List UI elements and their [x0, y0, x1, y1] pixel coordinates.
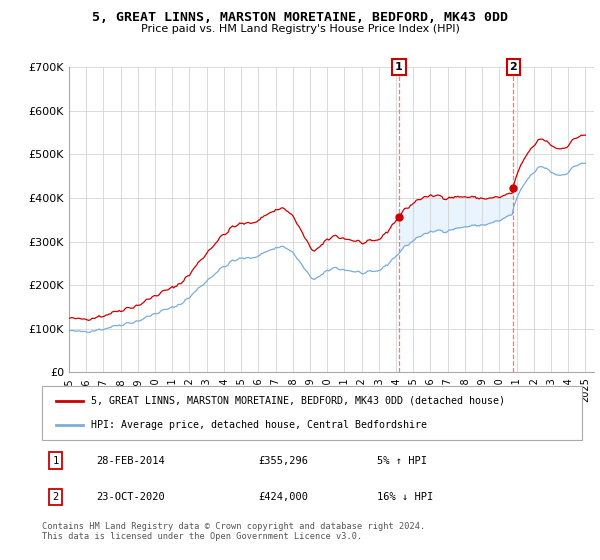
Text: £355,296: £355,296: [258, 455, 308, 465]
Text: 5, GREAT LINNS, MARSTON MORETAINE, BEDFORD, MK43 0DD: 5, GREAT LINNS, MARSTON MORETAINE, BEDFO…: [92, 11, 508, 24]
Text: Price paid vs. HM Land Registry's House Price Index (HPI): Price paid vs. HM Land Registry's House …: [140, 24, 460, 34]
Text: 2: 2: [52, 492, 59, 502]
Text: 1: 1: [52, 455, 59, 465]
Text: 5% ↑ HPI: 5% ↑ HPI: [377, 455, 427, 465]
Text: 16% ↓ HPI: 16% ↓ HPI: [377, 492, 433, 502]
Text: HPI: Average price, detached house, Central Bedfordshire: HPI: Average price, detached house, Cent…: [91, 420, 427, 430]
Text: 23-OCT-2020: 23-OCT-2020: [96, 492, 165, 502]
Text: 28-FEB-2014: 28-FEB-2014: [96, 455, 165, 465]
Text: 1: 1: [395, 62, 403, 72]
Text: Contains HM Land Registry data © Crown copyright and database right 2024.
This d: Contains HM Land Registry data © Crown c…: [42, 522, 425, 542]
Text: 2: 2: [509, 62, 517, 72]
Text: £424,000: £424,000: [258, 492, 308, 502]
Text: 5, GREAT LINNS, MARSTON MORETAINE, BEDFORD, MK43 0DD (detached house): 5, GREAT LINNS, MARSTON MORETAINE, BEDFO…: [91, 396, 505, 406]
